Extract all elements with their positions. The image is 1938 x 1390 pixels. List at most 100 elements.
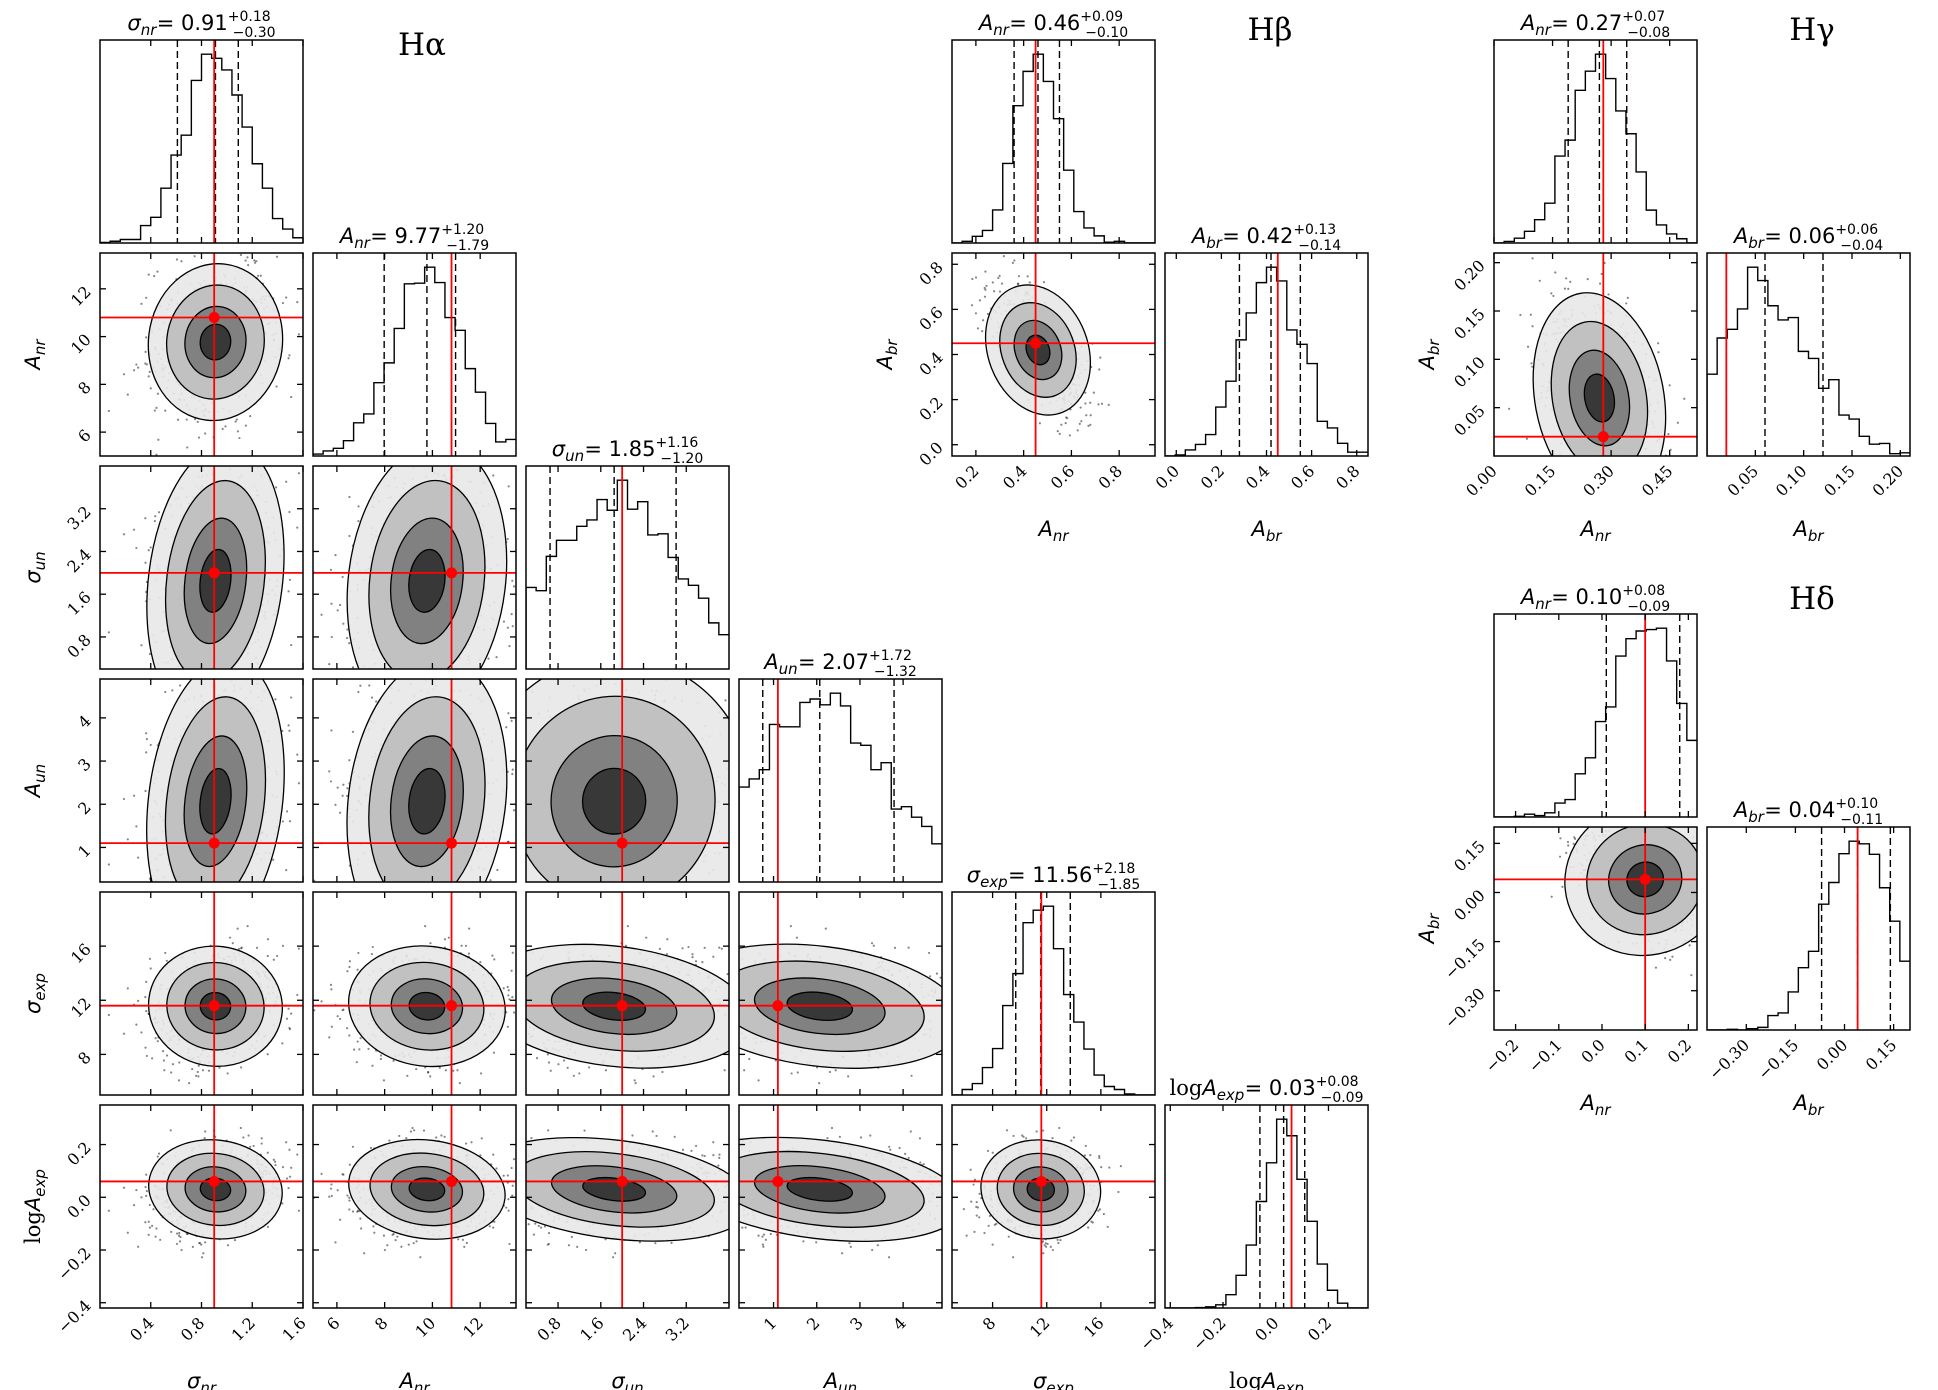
- sample-point: [448, 928, 450, 930]
- sample-point: [734, 769, 736, 771]
- sample-point: [264, 675, 266, 677]
- sample-point: [359, 685, 361, 687]
- sample-point: [160, 726, 162, 728]
- sample-point: [741, 811, 743, 813]
- sample-point: [809, 759, 811, 761]
- y-axis-label: σun: [21, 551, 49, 583]
- sample-point: [306, 355, 308, 357]
- y-tick-label: 2.4: [63, 545, 94, 576]
- histogram-Aun: Aun = 2.07+1.72 −1.32: [739, 648, 942, 882]
- sample-point: [290, 696, 292, 698]
- sample-point: [754, 801, 756, 803]
- sample-point: [459, 909, 461, 911]
- sample-point: [227, 671, 229, 673]
- sample-point: [368, 684, 370, 686]
- sample-point: [137, 857, 139, 859]
- sample-point: [392, 888, 394, 890]
- sample-point: [459, 916, 461, 918]
- sample-point: [267, 955, 269, 957]
- sample-point: [188, 1082, 190, 1084]
- sample-point: [576, 900, 578, 902]
- y-tick-label: 6: [74, 426, 95, 447]
- sample-point: [161, 686, 163, 688]
- truth-marker: [209, 838, 220, 849]
- sample-point: [513, 809, 515, 811]
- sample-point: [224, 227, 226, 229]
- sample-point: [276, 256, 278, 258]
- sample-point: [222, 428, 224, 430]
- sample-point: [298, 333, 300, 335]
- sample-point: [461, 886, 463, 888]
- sample-point: [667, 909, 669, 911]
- sample-point: [156, 271, 158, 273]
- sample-point: [511, 773, 513, 775]
- sample-point: [512, 625, 514, 627]
- sample-point: [201, 903, 203, 905]
- sample-point: [513, 816, 515, 818]
- sample-point: [590, 886, 592, 888]
- sample-point: [282, 820, 284, 822]
- sample-point: [583, 938, 585, 940]
- sample-point: [670, 887, 672, 889]
- scatter-σnr-vs-Anr: 681012Anr: [21, 227, 308, 456]
- sample-point: [708, 889, 710, 891]
- sample-point: [205, 675, 207, 677]
- sample-point: [133, 795, 135, 797]
- sample-point: [154, 409, 156, 411]
- sample-point: [330, 569, 332, 571]
- sample-point: [373, 676, 375, 678]
- sample-point: [396, 674, 398, 676]
- sample-point: [547, 936, 549, 938]
- sample-point: [225, 459, 227, 461]
- sample-point: [342, 795, 344, 797]
- param-title-Anr: Anr = 9.77+1.20 −1.79: [338, 222, 489, 254]
- sample-point: [639, 676, 641, 678]
- sample-point: [780, 757, 782, 759]
- sample-point: [150, 387, 152, 389]
- sample-point: [439, 452, 441, 454]
- sample-point: [108, 863, 110, 865]
- histogram-σnr: σnr = 0.91+0.18 −0.30: [100, 9, 303, 243]
- sample-point: [226, 886, 228, 888]
- sample-point: [648, 885, 650, 887]
- sample-point: [148, 918, 150, 920]
- sample-point: [521, 707, 523, 709]
- sample-point: [358, 505, 360, 507]
- sample-point: [357, 691, 359, 693]
- sample-point: [145, 1010, 147, 1012]
- sample-point: [637, 603, 639, 605]
- axes-frame: [739, 679, 942, 882]
- sample-point: [296, 754, 298, 756]
- sample-point: [170, 1071, 172, 1073]
- sample-point: [164, 691, 166, 693]
- sample-point: [155, 407, 157, 409]
- sample-point: [466, 887, 468, 889]
- sample-point: [230, 238, 232, 240]
- sample-point: [225, 909, 227, 911]
- sample-point: [603, 902, 605, 904]
- sample-point: [664, 886, 666, 888]
- y-axis-label: Aun: [21, 764, 49, 799]
- sample-point: [157, 439, 159, 441]
- sample-point: [220, 942, 222, 944]
- sample-point: [331, 636, 333, 638]
- sample-point: [260, 942, 262, 944]
- sample-point: [287, 357, 289, 359]
- sample-point: [177, 903, 179, 905]
- sample-point: [447, 924, 449, 926]
- sample-point: [357, 900, 359, 902]
- sample-point: [517, 838, 519, 840]
- corner-panel-0: Hασnr = 0.91+0.18 −0.30681012Anr Anr = 9.…: [21, 9, 1368, 1390]
- sample-point: [148, 274, 150, 276]
- sample-point: [162, 671, 164, 673]
- y-tick-label: 3: [74, 754, 95, 775]
- sample-point: [511, 613, 513, 615]
- sample-point: [178, 1079, 180, 1081]
- sample-point: [123, 533, 125, 535]
- sample-point: [192, 929, 194, 931]
- sample-point: [178, 1061, 180, 1063]
- sample-point: [157, 1040, 159, 1042]
- sample-point: [247, 925, 249, 927]
- sample-point: [455, 886, 457, 888]
- sample-point: [137, 705, 139, 707]
